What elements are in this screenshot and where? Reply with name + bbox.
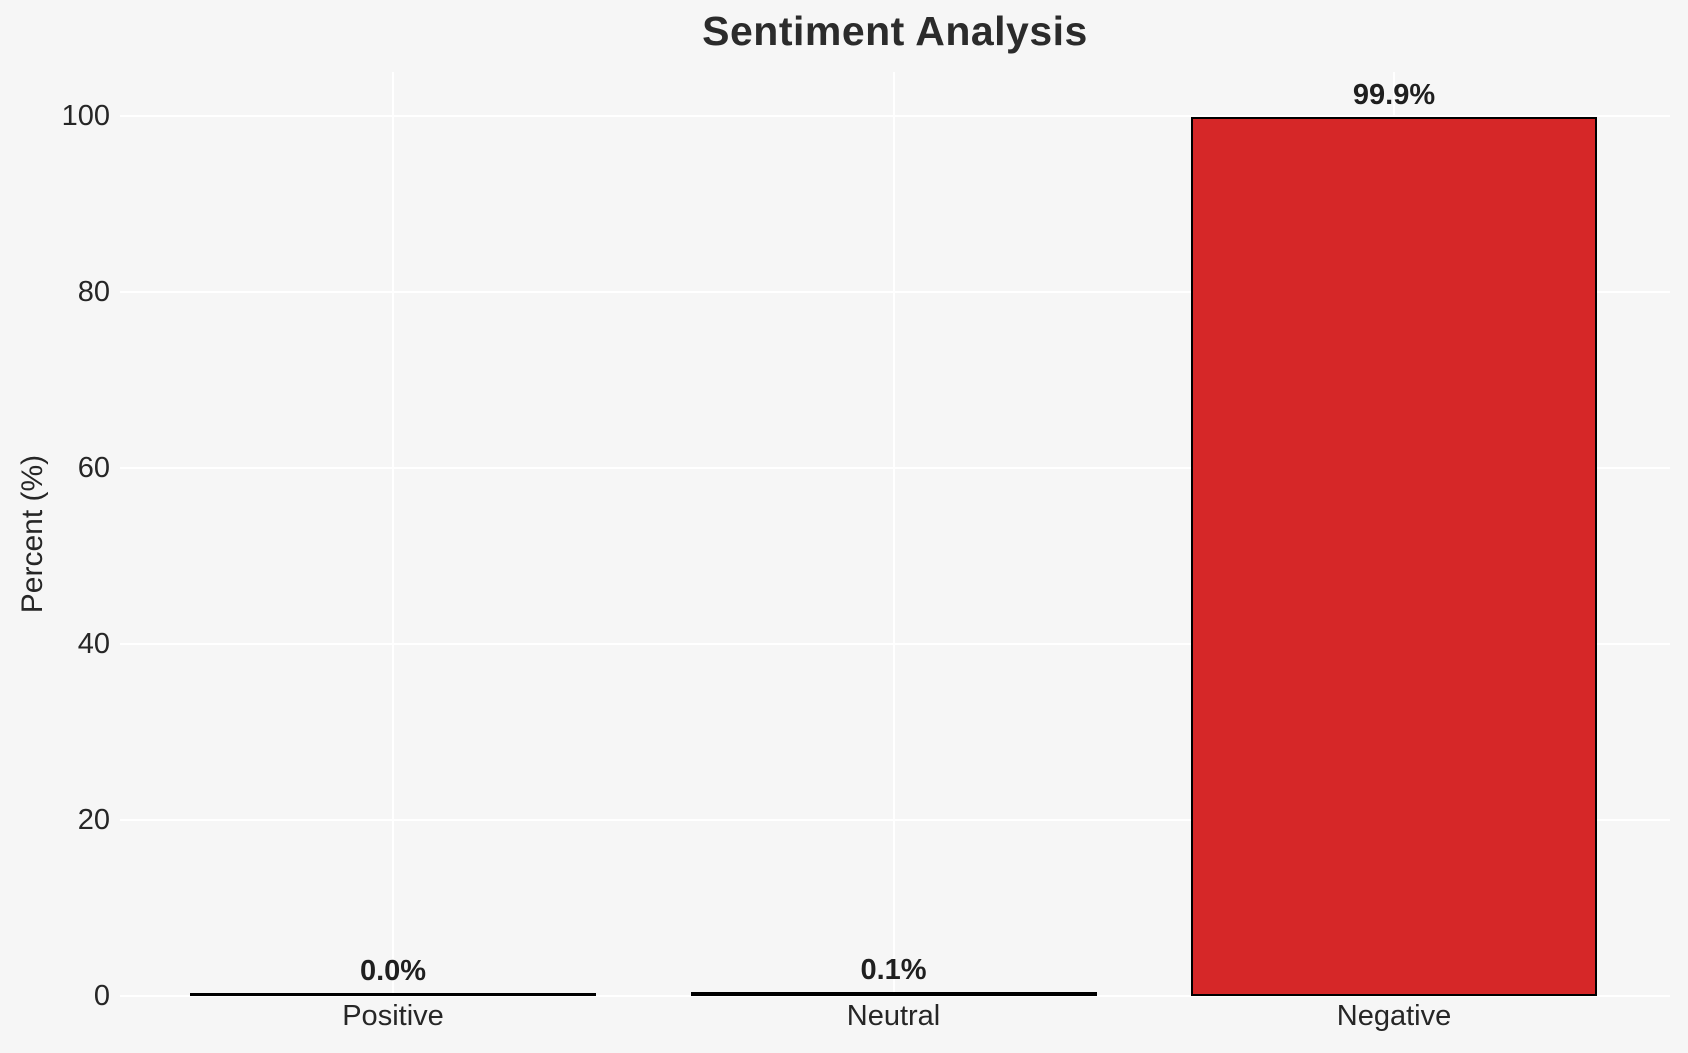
y-tick-label-60: 60 — [77, 451, 110, 484]
bar-neutral — [690, 992, 1097, 996]
bar-value-label-neutral: 0.1% — [860, 954, 927, 987]
y-tick-label-100: 100 — [61, 99, 110, 132]
bar-negative — [1191, 116, 1597, 996]
x-tick-label-positive: Positive — [342, 1000, 444, 1032]
gridline-y-60 — [120, 467, 1670, 469]
chart-title: Sentiment Analysis — [702, 8, 1088, 54]
gridline-y-80 — [120, 291, 1670, 293]
y-tick-label-20: 20 — [77, 803, 110, 836]
bar-value-label-positive: 0.0% — [359, 955, 427, 987]
gridline-y-0 — [120, 995, 1670, 997]
gridline-x-neutral — [892, 72, 895, 996]
x-tick-label-negative: Negative — [1336, 1000, 1452, 1032]
y-tick-label-80: 80 — [77, 275, 110, 308]
gridline-y-100 — [120, 115, 1670, 117]
y-tick-label-0: 0 — [93, 979, 110, 1012]
bar-value-label-negative: 99.9% — [1352, 78, 1436, 111]
gridline-y-20 — [120, 819, 1670, 821]
bar-positive — [190, 993, 596, 996]
gridline-x-positive — [392, 72, 394, 996]
y-tick-label-40: 40 — [77, 627, 110, 660]
x-tick-label-neutral: Neutral — [846, 1000, 941, 1032]
gridline-y-40 — [120, 643, 1670, 645]
